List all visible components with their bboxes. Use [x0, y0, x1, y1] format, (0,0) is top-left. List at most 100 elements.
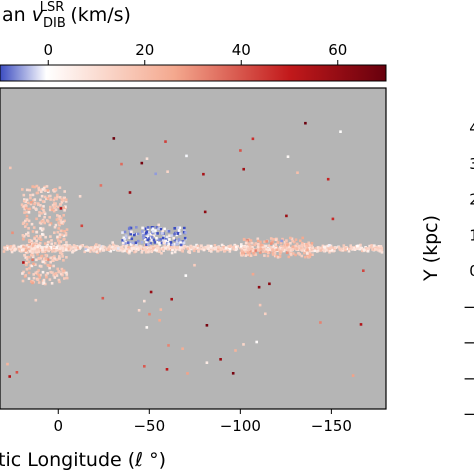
data-point [39, 222, 43, 225]
data-point [21, 234, 25, 237]
data-point [274, 238, 278, 241]
data-point [198, 247, 202, 250]
data-point [285, 239, 288, 242]
data-point [275, 255, 278, 258]
data-point [130, 230, 133, 234]
data-point [161, 232, 164, 235]
data-point [4, 247, 7, 251]
data-point [326, 177, 330, 181]
data-point [379, 245, 383, 248]
data-point [240, 249, 243, 253]
data-point [52, 198, 56, 202]
data-point [129, 226, 133, 230]
data-point [13, 249, 16, 252]
data-point [63, 209, 66, 212]
data-point [249, 239, 253, 242]
data-point [139, 245, 143, 248]
data-point [311, 253, 314, 256]
data-point [43, 212, 47, 216]
data-point [182, 247, 186, 250]
data-point [142, 234, 145, 237]
data-point [53, 276, 57, 279]
data-point [128, 250, 131, 253]
data-point [11, 246, 14, 249]
data-point [123, 249, 126, 253]
data-point [273, 253, 276, 256]
data-point [132, 233, 136, 237]
data-point [243, 248, 246, 251]
data-point [206, 244, 210, 248]
data-point [39, 188, 42, 192]
data-point [8, 375, 11, 378]
data-point [108, 244, 112, 248]
data-point [296, 171, 299, 174]
data-point [210, 250, 213, 253]
data-point [129, 243, 133, 246]
data-point [338, 247, 341, 251]
data-point [167, 344, 170, 347]
data-point [60, 221, 63, 224]
data-point [264, 244, 268, 248]
data-point [239, 149, 242, 152]
data-point [27, 227, 30, 230]
data-point [145, 230, 148, 234]
data-point [59, 207, 63, 210]
data-point [179, 243, 183, 247]
data-point [294, 244, 298, 248]
data-point [176, 246, 179, 249]
data-point [203, 210, 207, 214]
data-point [27, 219, 31, 223]
panel2-y-tick-label: −1 [463, 298, 474, 316]
data-point [56, 230, 60, 234]
data-point [142, 236, 146, 239]
data-point [344, 247, 347, 250]
data-point [192, 246, 195, 250]
data-point [347, 249, 351, 253]
data-point [272, 244, 276, 248]
data-point [367, 247, 370, 250]
data-point [261, 245, 265, 248]
data-point [283, 240, 287, 244]
data-point [285, 214, 288, 218]
data-point [126, 249, 129, 253]
data-point [377, 245, 381, 248]
data-point [25, 198, 29, 202]
colorbar-tick-label: 0 [43, 41, 53, 59]
data-point [65, 243, 69, 247]
data-point [58, 257, 61, 260]
data-point [271, 240, 274, 244]
data-point [234, 245, 238, 249]
data-point [40, 254, 44, 258]
data-point [30, 201, 33, 204]
data-point [54, 258, 58, 261]
data-point [2, 250, 6, 253]
data-point [371, 248, 374, 251]
data-point [318, 246, 322, 250]
data-point [62, 214, 65, 217]
data-point [42, 208, 45, 212]
data-point [255, 340, 258, 344]
data-point [25, 214, 29, 218]
data-point [56, 195, 59, 199]
data-point [164, 239, 167, 243]
data-point [146, 235, 149, 239]
data-point [55, 218, 59, 221]
data-point [59, 229, 63, 233]
data-point [214, 247, 218, 251]
data-point [292, 252, 295, 255]
data-point [363, 248, 366, 252]
data-point [257, 242, 260, 246]
data-point [219, 358, 222, 361]
data-point [331, 217, 335, 221]
data-point [25, 210, 28, 214]
data-point [159, 308, 163, 311]
x-tick-label: −50 [133, 417, 165, 435]
data-point [54, 188, 57, 191]
data-point [46, 241, 50, 244]
data-point [252, 251, 255, 255]
data-point [137, 248, 140, 251]
data-point [132, 246, 136, 250]
data-point [39, 234, 42, 238]
data-point [96, 247, 100, 251]
data-point [41, 200, 45, 203]
